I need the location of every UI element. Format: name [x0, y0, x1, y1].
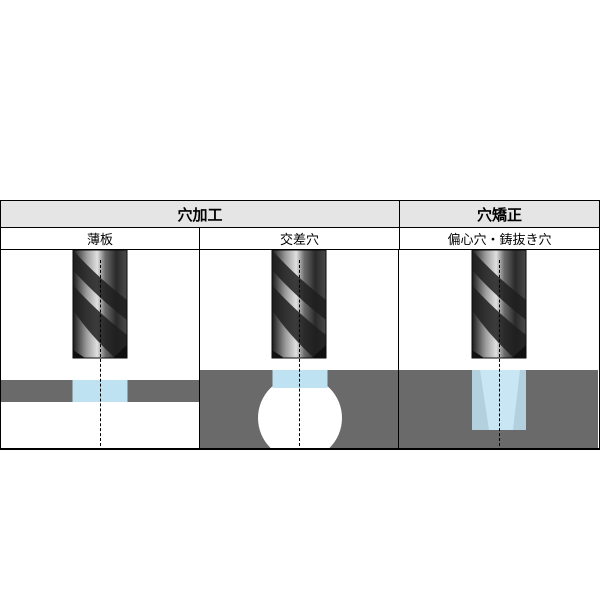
centerline: [100, 260, 101, 446]
header-group-1-label: 穴加工: [177, 204, 222, 225]
sub-cell-1: 薄板: [0, 228, 200, 250]
header-group-2-label: 穴矯正: [477, 204, 522, 225]
page: { "layout": { "page_w": 600, "page_h": 6…: [0, 0, 600, 600]
centerline: [299, 260, 300, 446]
table: 穴加工 穴矯正 薄板 交差穴 偏心穴・鋳抜き穴: [0, 200, 600, 450]
diagram-eccentric: [399, 250, 598, 448]
sub-label-3: 偏心穴・鋳抜き穴: [447, 229, 551, 248]
sub-label-2: 交差穴: [280, 229, 319, 248]
header-group-1: 穴加工: [0, 200, 400, 228]
sub-cell-3: 偏心穴・鋳抜き穴: [400, 228, 600, 250]
header-row: 穴加工 穴矯正: [0, 200, 600, 228]
sub-cell-2: 交差穴: [200, 228, 400, 250]
diagram-cross-hole: [200, 250, 399, 448]
diagram-row: [0, 250, 600, 450]
header-group-2: 穴矯正: [400, 200, 600, 228]
sub-row: 薄板 交差穴 偏心穴・鋳抜き穴: [0, 228, 600, 250]
sub-label-1: 薄板: [87, 229, 113, 248]
centerline: [499, 260, 500, 446]
diagram-thin-plate: [1, 250, 200, 448]
